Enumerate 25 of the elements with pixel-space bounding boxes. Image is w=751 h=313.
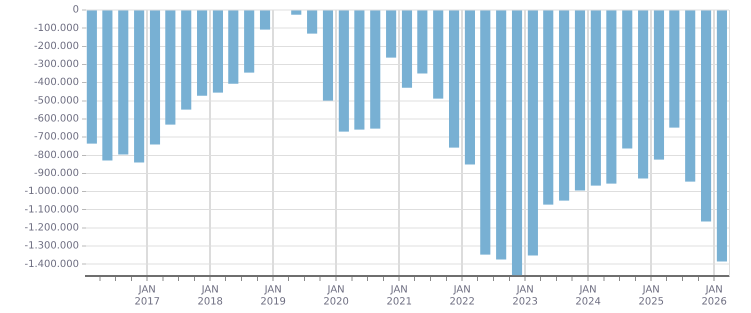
y-tick-label: -1.000.000	[24, 186, 79, 198]
y-tick-label: -1.100.000	[24, 204, 79, 216]
x-tick-label: JAN 2018	[197, 284, 223, 308]
y-tick-label: -900.000	[34, 168, 79, 180]
y-tick-label: -800.000	[34, 150, 79, 161]
x-tick-label: JAN 2020	[323, 284, 349, 308]
y-tick-label: -200.000	[34, 40, 79, 52]
y-tick-label: -1.200.000	[24, 222, 79, 234]
y-tick-label: -300.000	[34, 59, 79, 70]
x-tick-label: JAN 2017	[134, 284, 160, 308]
y-tick-label: -1.300.000	[24, 240, 79, 252]
x-tick-label: JAN 2025	[638, 284, 664, 308]
x-tick-label: JAN 2021	[386, 284, 412, 308]
y-tick-label: -500.000	[34, 95, 79, 106]
x-tick-label: JAN 2023	[512, 284, 538, 308]
y-tick-label: -100.000	[34, 22, 79, 34]
x-tick-label: JAN 2019	[260, 284, 286, 308]
y-tick-label: -600.000	[34, 114, 79, 125]
x-tick-label: JAN 2026	[701, 284, 727, 308]
y-tick-label: -700.000	[34, 132, 79, 143]
y-tick-label: -400.000	[34, 77, 79, 88]
y-tick-label: -1.400.000	[24, 258, 79, 270]
x-tick-label: JAN 2022	[449, 284, 475, 308]
x-tick-label: JAN 2024	[575, 284, 601, 308]
y-tick-label: 0	[72, 4, 79, 16]
